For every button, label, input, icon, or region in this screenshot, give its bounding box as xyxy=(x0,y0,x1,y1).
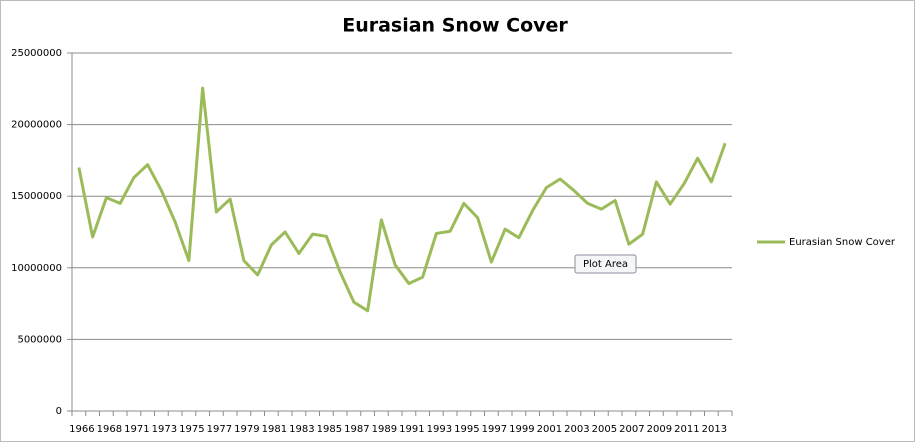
x-tick-label: 1968 xyxy=(97,424,122,435)
x-tick-label: 1979 xyxy=(234,424,259,435)
x-tick-label: 1991 xyxy=(399,424,424,435)
x-tick-label: 2009 xyxy=(647,424,672,435)
x-tick-label: 1985 xyxy=(317,424,342,435)
x-tick-label: 1993 xyxy=(427,424,452,435)
x-tick-label: 1995 xyxy=(454,424,479,435)
y-tick-label: 5000000 xyxy=(17,334,62,345)
y-tick-label: 0 xyxy=(56,406,62,417)
tooltip-text: Plot Area xyxy=(583,259,628,270)
x-tick-label: 1987 xyxy=(344,424,369,435)
y-tick-label: 20000000 xyxy=(11,120,62,131)
x-tick-label: 1971 xyxy=(124,424,149,435)
y-tick-label: 25000000 xyxy=(11,48,62,59)
y-tick-label: 10000000 xyxy=(11,263,62,274)
x-tick-label: 1975 xyxy=(179,424,204,435)
x-tick-label: 1989 xyxy=(372,424,397,435)
tooltip: Plot Area xyxy=(574,254,637,274)
x-tick-label: 1997 xyxy=(482,424,507,435)
x-tick-label: 2011 xyxy=(674,424,699,435)
legend-label: Eurasian Snow Cover xyxy=(789,237,896,248)
tooltip-box xyxy=(574,254,637,274)
series-line xyxy=(77,86,727,313)
x-tick-label: 1973 xyxy=(152,424,177,435)
x-tick-label: 2005 xyxy=(592,424,617,435)
x-tick-label: 1966 xyxy=(69,424,94,435)
x-tick-label: 1983 xyxy=(289,424,314,435)
x-tick-label: 2001 xyxy=(537,424,562,435)
x-tick-label: 2013 xyxy=(702,424,727,435)
x-tick-label: 2003 xyxy=(564,424,589,435)
y-tick-label: 15000000 xyxy=(11,191,62,202)
x-tick-label: 1977 xyxy=(207,424,232,435)
x-tick-label: 1999 xyxy=(509,424,534,435)
chart-title: Eurasian Snow Cover xyxy=(342,15,568,37)
x-tick-label: 2007 xyxy=(619,424,644,435)
x-tick-label: 1981 xyxy=(262,424,287,435)
